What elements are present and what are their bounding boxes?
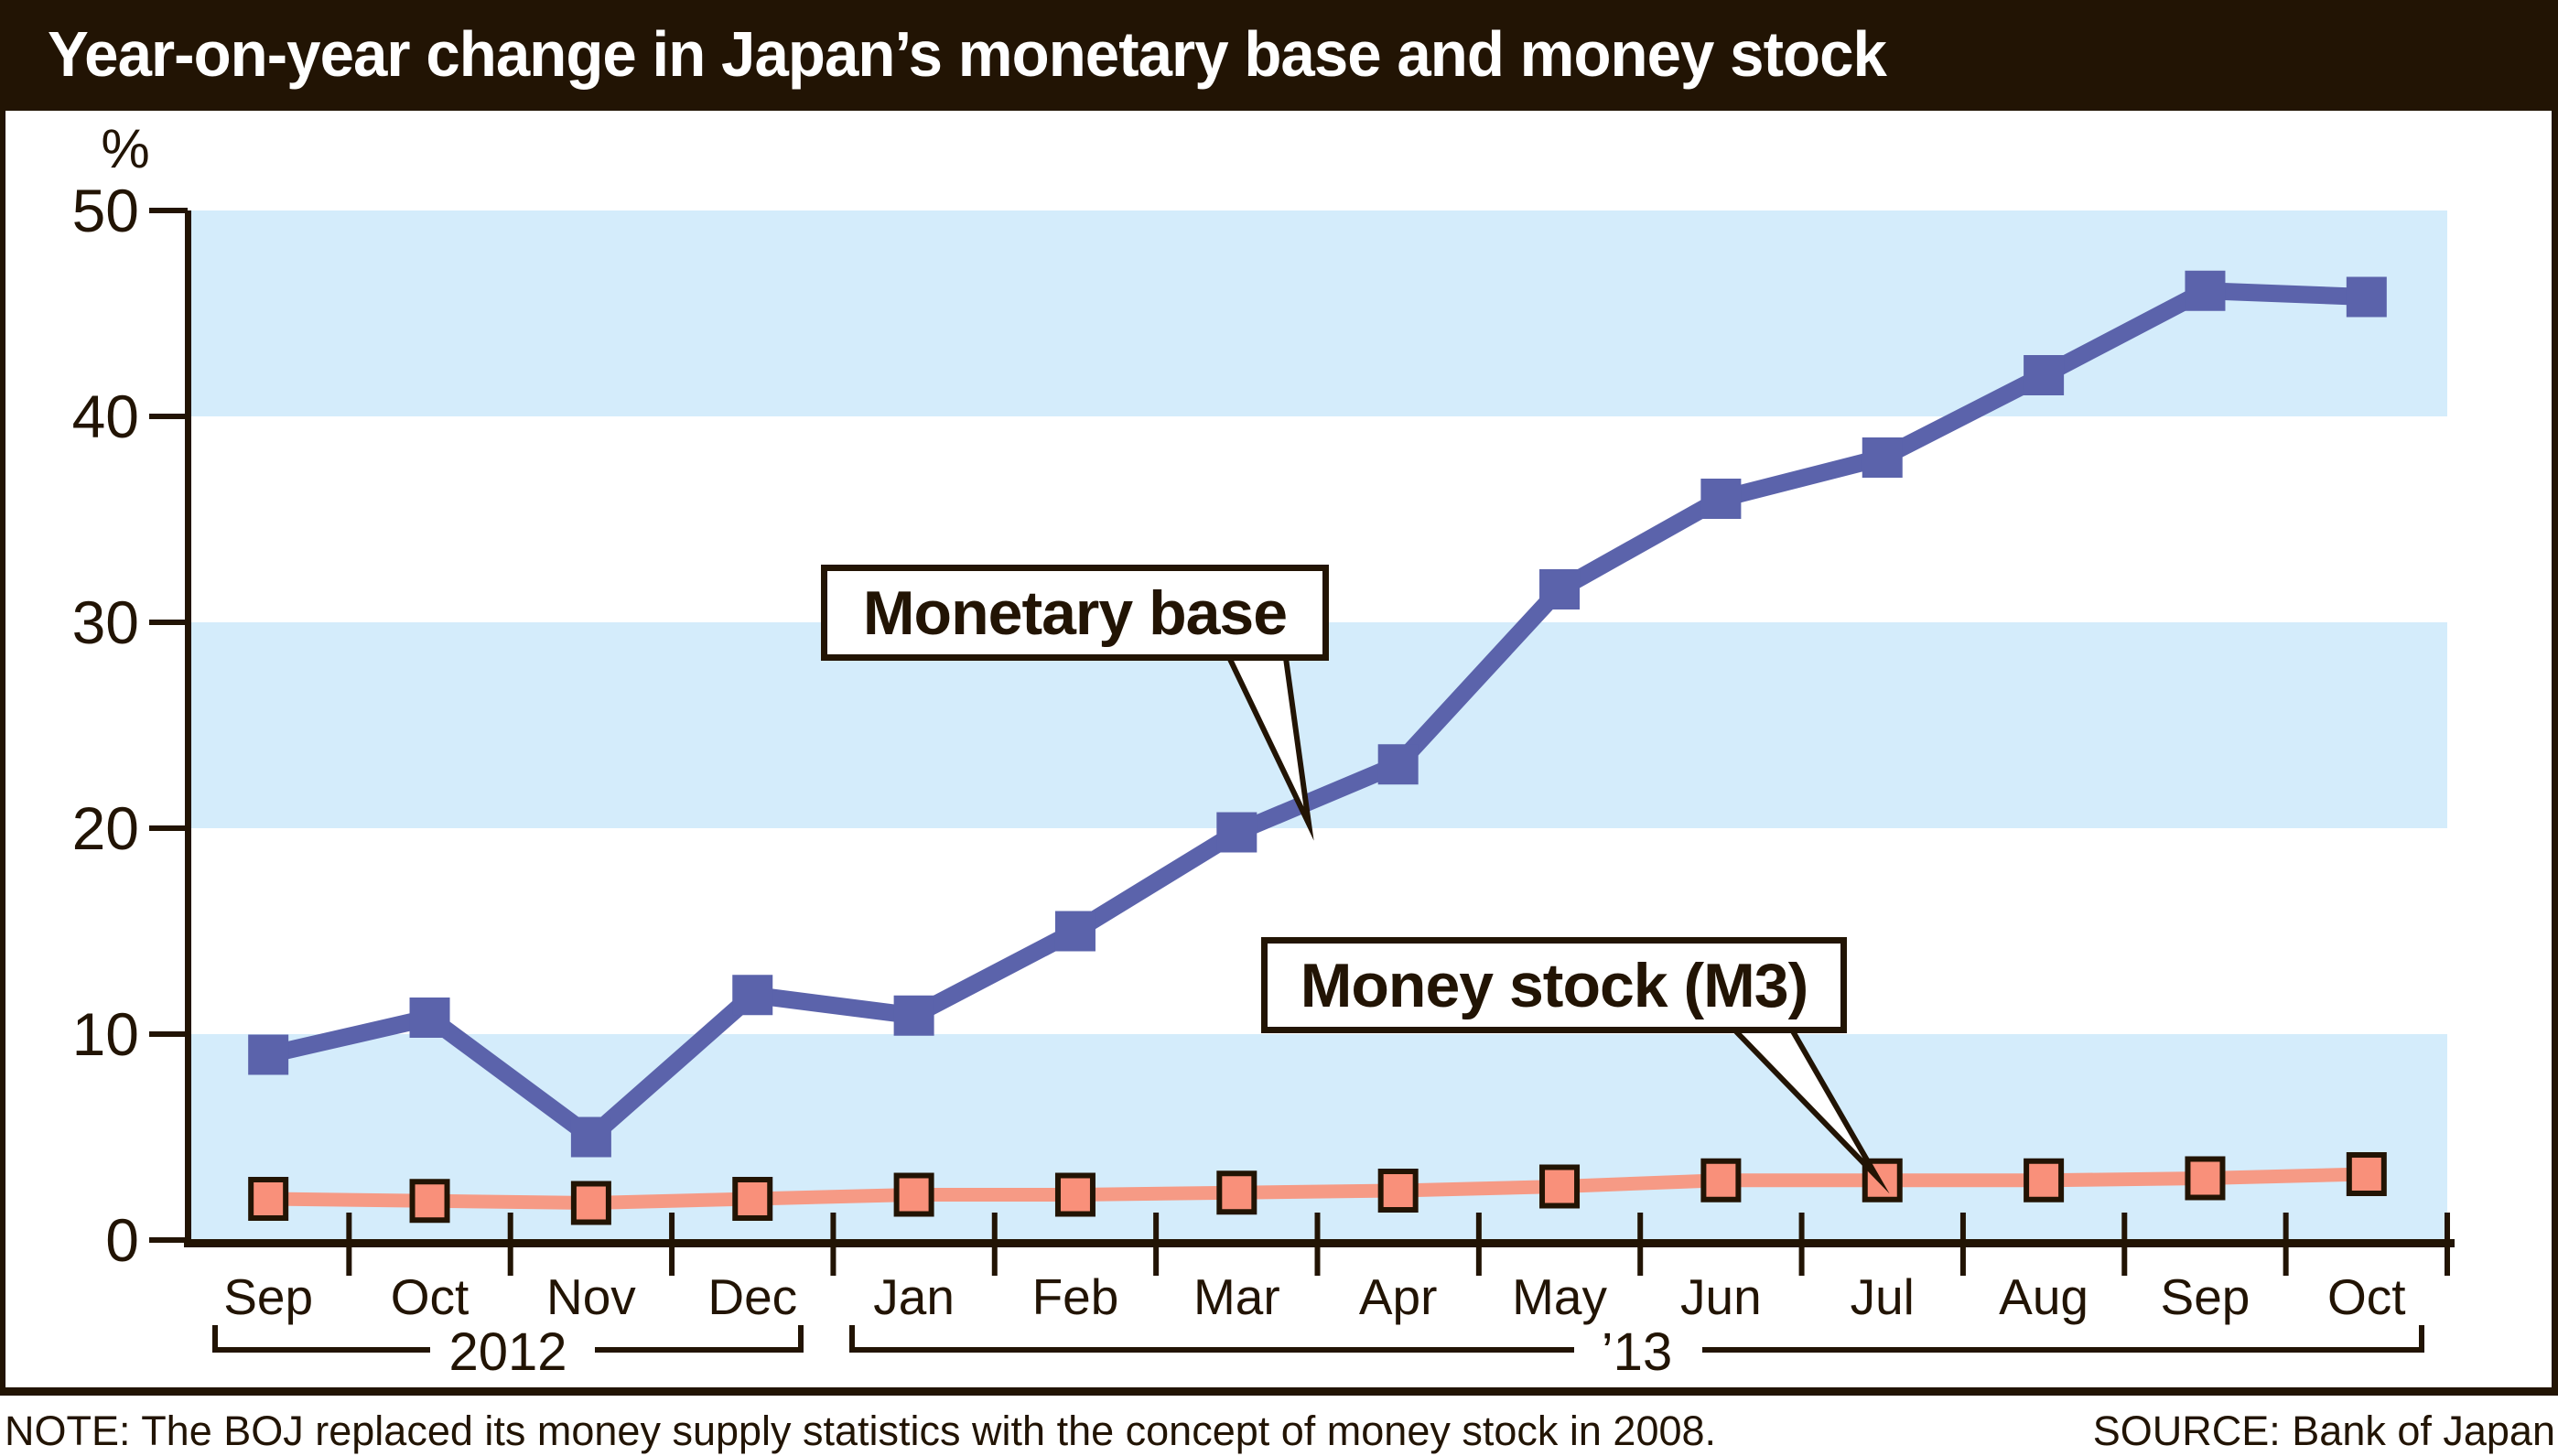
x-axis-label: Dec bbox=[707, 1268, 798, 1325]
x-axis-label: Feb bbox=[1031, 1268, 1119, 1325]
x-axis-label: Apr bbox=[1358, 1268, 1438, 1325]
note-text: NOTE: The BOJ replaced its money supply … bbox=[5, 1407, 1717, 1454]
x-axis-label: Aug bbox=[1999, 1268, 2089, 1325]
x-axis-label: Sep bbox=[2160, 1268, 2250, 1325]
year-label-2012: 2012 bbox=[448, 1322, 567, 1382]
x-axis-label: Oct bbox=[390, 1268, 470, 1325]
y-axis-label: 0 bbox=[105, 1206, 139, 1274]
x-axis-label: Jun bbox=[1680, 1268, 1762, 1325]
callout-monetary-base-label: Monetary base bbox=[862, 577, 1288, 648]
source-text: SOURCE: Bank of Japan bbox=[2092, 1407, 2555, 1454]
y-axis-label: 40 bbox=[71, 383, 139, 450]
x-axis-label: Mar bbox=[1193, 1268, 1280, 1325]
x-axis-label: Oct bbox=[2327, 1268, 2406, 1325]
title-bar: Year-on-year change in Japan’s monetary … bbox=[0, 0, 2558, 111]
callout-money-stock-label: Money stock (M3) bbox=[1300, 950, 1809, 1020]
year-label-13: ’13 bbox=[1601, 1322, 1673, 1382]
y-axis-label: 10 bbox=[71, 1000, 139, 1068]
y-axis-label: 50 bbox=[71, 177, 139, 244]
y-axis-unit-label: % bbox=[101, 118, 150, 179]
callout-monetary-base: Monetary base bbox=[821, 565, 1329, 661]
x-axis-label: Jul bbox=[1850, 1268, 1915, 1325]
x-axis-label: Jan bbox=[873, 1268, 955, 1325]
page-title: Year-on-year change in Japan’s monetary … bbox=[48, 18, 1887, 90]
chart-frame bbox=[0, 111, 2558, 1396]
y-axis-label: 20 bbox=[71, 794, 139, 862]
callout-money-stock: Money stock (M3) bbox=[1261, 937, 1847, 1033]
x-axis-label: Sep bbox=[223, 1268, 314, 1325]
x-axis-label: May bbox=[1512, 1268, 1607, 1325]
x-axis-label: Nov bbox=[545, 1268, 636, 1325]
y-axis-label: 30 bbox=[71, 588, 139, 656]
